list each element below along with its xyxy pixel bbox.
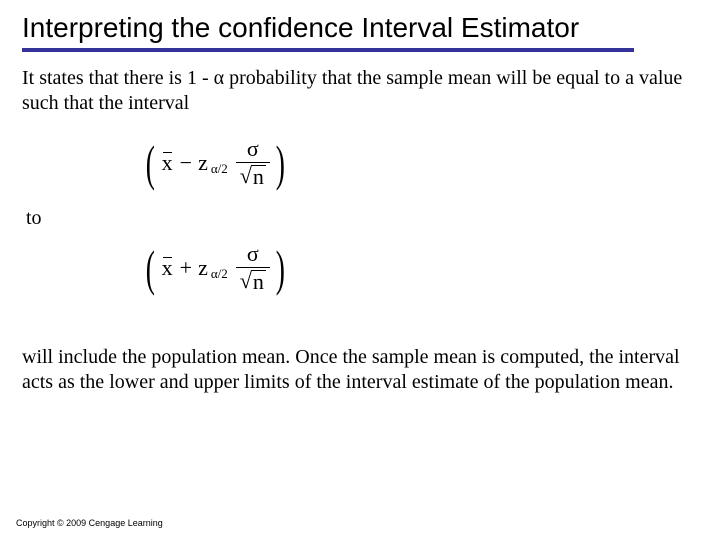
plus-sign: +	[176, 255, 196, 281]
numerator-sigma: σ	[243, 243, 263, 267]
left-paren-icon: (	[146, 243, 155, 293]
z-subscript: α/2	[211, 266, 228, 282]
title-underline	[22, 48, 634, 52]
right-paren-icon: )	[276, 138, 285, 188]
right-paren-icon: )	[276, 243, 285, 293]
formula-lower-bound: ( x − zα/2 σ √ n )	[142, 134, 698, 192]
to-label: to	[26, 206, 698, 231]
minus-sign: −	[176, 150, 196, 176]
sqrt-n: √ n	[240, 165, 266, 188]
slide-title: Interpreting the confidence Interval Est…	[22, 12, 698, 44]
fraction: σ √ n	[236, 138, 270, 188]
numerator-sigma: σ	[243, 138, 263, 162]
z-symbol: z	[198, 255, 208, 281]
sqrt-n: √ n	[240, 270, 266, 293]
paragraph-1: It states that there is 1 - α probabilit…	[22, 66, 698, 116]
left-paren-icon: (	[146, 138, 155, 188]
z-symbol: z	[198, 150, 208, 176]
copyright-text: Copyright © 2009 Cengage Learning	[16, 518, 163, 528]
paragraph-3: will include the population mean. Once t…	[22, 345, 698, 395]
x-bar-symbol: x	[161, 150, 174, 176]
z-subscript: α/2	[211, 161, 228, 177]
fraction: σ √ n	[236, 243, 270, 293]
x-bar-symbol: x	[161, 255, 174, 281]
formula-upper-bound: ( x + zα/2 σ √ n )	[142, 239, 698, 297]
